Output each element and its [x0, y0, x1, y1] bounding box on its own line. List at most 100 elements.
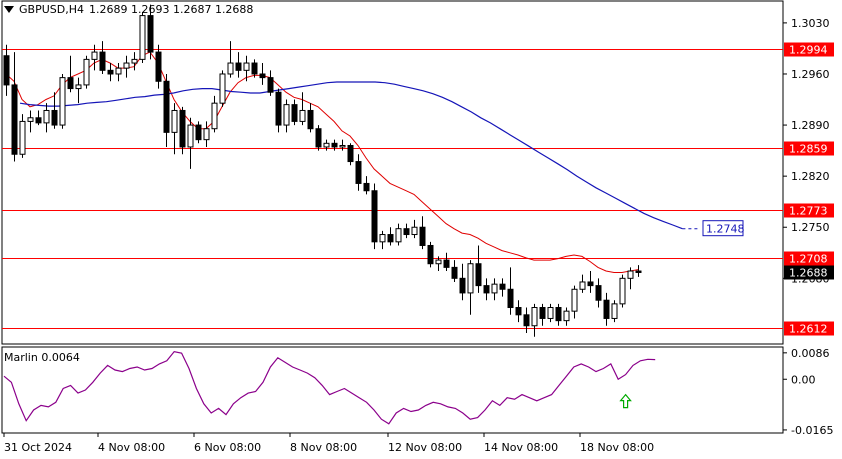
- main-pane-border: [1, 0, 784, 345]
- candle-bear: [235, 62, 242, 71]
- candle-bear: [387, 234, 394, 243]
- candle-bear: [163, 80, 170, 133]
- level-tag-label: 1.2708: [789, 253, 828, 266]
- candle-bull: [547, 307, 554, 319]
- blue-ma-line: [19, 81, 683, 230]
- candle-bear: [179, 109, 186, 148]
- price-axis: 1.2994 1.2859 1.2773 1.2708 1.2612 1.3030 1.29…: [783, 17, 834, 336]
- level-tag-label: 1.2859: [789, 143, 828, 156]
- marlin-line: [3, 350, 656, 425]
- moving-averages: 1.2748: [5, 51, 745, 273]
- candle-bull: [339, 144, 346, 148]
- candle-bear: [475, 263, 482, 287]
- horizontal-levels: [2, 49, 783, 329]
- candle-bull: [115, 67, 122, 75]
- candle-bear: [275, 91, 282, 126]
- level-tag: [784, 321, 834, 336]
- candle-bear: [499, 283, 506, 290]
- level-tag-label: 1.2612: [789, 323, 828, 336]
- candle-bear: [523, 314, 530, 327]
- candle-bull: [579, 281, 586, 290]
- candle-bear: [539, 307, 546, 319]
- symbol-label: GBPUSD,H4: [19, 3, 84, 16]
- level-tag: [784, 203, 834, 218]
- level-tag: [784, 251, 834, 266]
- candle-bull: [611, 303, 618, 319]
- candle-bull: [627, 270, 634, 279]
- ma-target-box: [702, 220, 744, 237]
- time-tick-label: 8 Nov 08:00: [290, 441, 357, 454]
- candle-bear: [259, 73, 266, 79]
- indicator-pane: 0.0086 0.00 -0.0165: [1, 346, 833, 437]
- price-tick-label: 1.2890: [791, 119, 830, 132]
- candle-bull: [491, 283, 498, 294]
- candle-bull: [75, 84, 82, 90]
- time-tick-label: 14 Nov 08:00: [484, 441, 558, 454]
- price-tick-label: 1.2820: [791, 170, 830, 183]
- candle-bear: [603, 299, 610, 319]
- price-tick-label: 1.3030: [791, 17, 830, 30]
- candle-bear: [371, 190, 378, 243]
- candle-bull: [59, 77, 66, 126]
- candle-bull: [243, 62, 250, 71]
- candle-bear: [99, 51, 106, 71]
- candle-bear: [11, 84, 18, 155]
- candle-bear: [427, 244, 434, 265]
- candle-bull: [283, 104, 290, 126]
- main-pane-frame: [1, 0, 784, 345]
- candle-bear: [355, 161, 362, 184]
- candle-bear: [51, 109, 58, 126]
- candle-bull: [91, 51, 98, 60]
- level-tag-label: 1.2994: [789, 44, 828, 57]
- candle-bull: [395, 228, 402, 243]
- candle-bull: [139, 15, 146, 60]
- candle-bear: [3, 55, 10, 86]
- candle-bear: [419, 226, 426, 246]
- indicator-tick-label: 0.00: [791, 373, 816, 386]
- indicator-pane-border: [1, 346, 784, 434]
- dropdown-triangle-icon[interactable]: [4, 6, 14, 13]
- candle-bear: [315, 128, 322, 148]
- candle-bear: [267, 77, 274, 93]
- indicator-tick-label: 0.0086: [791, 347, 830, 360]
- candle-bear: [587, 281, 594, 287]
- candle-bull: [27, 117, 34, 122]
- time-axis: 31 Oct 2024 4 Nov 08:00 6 Nov 08:00 8 Nov 0…: [3, 433, 654, 454]
- candle-bull: [619, 277, 626, 305]
- candle-bull: [123, 62, 130, 69]
- candle-bear: [443, 259, 450, 268]
- price-tick-label: 1.2960: [791, 68, 830, 81]
- candle-bear: [147, 15, 154, 53]
- level-tag: [784, 141, 834, 156]
- candle-bull: [227, 62, 234, 75]
- candle-bear: [291, 104, 298, 122]
- time-tick-label: 31 Oct 2024: [4, 441, 72, 454]
- chart-header: GBPUSD,H4 1.2689 1.2693 1.2687 1.2688: [4, 3, 253, 16]
- price-tick-label: 1.2750: [791, 221, 830, 234]
- candle-bear: [107, 69, 114, 75]
- candle-bull: [187, 124, 194, 148]
- candle-bear: [307, 109, 314, 130]
- candle-bull: [83, 58, 90, 86]
- candle-bear: [331, 142, 338, 148]
- candle-bull: [411, 226, 418, 236]
- time-tick-label: 6 Nov 08:00: [194, 441, 261, 454]
- candle-bear: [459, 277, 466, 294]
- candle-bull: [323, 142, 330, 148]
- time-tick-label: 12 Nov 08:00: [388, 441, 462, 454]
- signal-up-arrow-icon: [619, 393, 632, 409]
- current-price-tag: [784, 265, 834, 280]
- candle-bull: [531, 307, 538, 327]
- candle-bull: [43, 109, 50, 124]
- candle-bear: [451, 266, 458, 279]
- red-ma-line: [5, 51, 639, 273]
- candle-bear: [483, 285, 490, 294]
- level-tag: [784, 42, 834, 57]
- candle-bull: [131, 58, 138, 64]
- candle-bear: [555, 307, 562, 322]
- candle-bear: [195, 124, 202, 141]
- candle-bear: [155, 51, 162, 82]
- current-price-label: 1.2688: [789, 267, 828, 280]
- candle-bear: [251, 62, 258, 75]
